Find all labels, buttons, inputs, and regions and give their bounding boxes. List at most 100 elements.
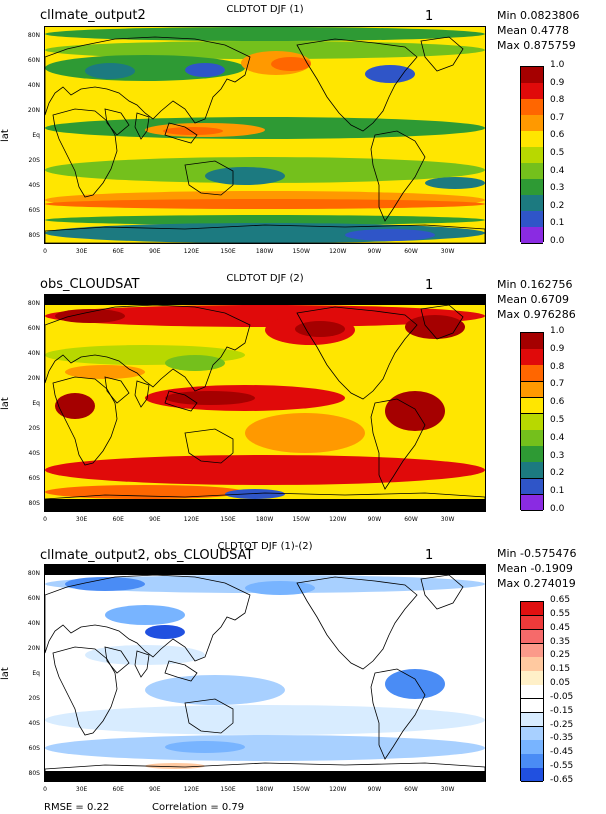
lat-tick-label: 40S bbox=[28, 720, 40, 727]
colorbar-label: 0.6 bbox=[550, 397, 565, 408]
colorbar-label: -0.25 bbox=[550, 719, 574, 730]
colorbar-swatch bbox=[521, 685, 543, 700]
colorbar-label: 0.4 bbox=[550, 432, 565, 443]
colorbar-swatch bbox=[521, 349, 543, 366]
coastline-north-america bbox=[296, 306, 418, 400]
colorbar bbox=[520, 332, 544, 512]
lon-tick-label: 150E bbox=[220, 248, 236, 255]
lon-tick-label: 30E bbox=[75, 248, 88, 255]
colorbar-label: 0.15 bbox=[550, 664, 571, 675]
colorbar-swatch bbox=[521, 629, 543, 645]
colorbar-label: -0.55 bbox=[550, 761, 574, 772]
lon-tick-label: 90E bbox=[149, 248, 161, 255]
colorbar-swatch bbox=[521, 381, 543, 399]
colorbar-label: 0.4 bbox=[550, 165, 565, 176]
lon-tick-label: 60W bbox=[404, 248, 418, 255]
stat-mean: Mean 0.4778 bbox=[497, 24, 569, 37]
colorbar-label: 0.8 bbox=[550, 95, 565, 106]
lon-tick-label: 180W bbox=[255, 248, 274, 255]
colorbar-swatch bbox=[521, 115, 543, 132]
lat-tick-label: Eq bbox=[32, 132, 40, 139]
colorbar-label: 0.5 bbox=[550, 148, 565, 158]
lon-tick-label: 30W bbox=[440, 248, 455, 255]
lon-tick-label: 150W bbox=[292, 786, 310, 793]
colorbar-swatch bbox=[521, 615, 543, 631]
lon-tick-label: 0 bbox=[43, 516, 47, 523]
field-contour bbox=[145, 625, 185, 639]
field-contour bbox=[65, 577, 145, 591]
colorbar-swatch bbox=[521, 740, 543, 755]
lat-tick-label: 80S bbox=[28, 232, 40, 239]
field-contour bbox=[105, 605, 185, 625]
colorbar-label: 0.45 bbox=[550, 622, 571, 633]
lon-tick-label: 120W bbox=[329, 516, 347, 523]
colorbar-swatch bbox=[521, 643, 543, 658]
colorbar bbox=[520, 601, 544, 783]
colorbar-label: 0.2 bbox=[550, 200, 565, 211]
colorbar-swatch bbox=[521, 657, 543, 672]
colorbar-label: 0.25 bbox=[550, 650, 571, 661]
field-contour bbox=[85, 645, 205, 665]
lon-tick-label: 150E bbox=[220, 516, 236, 523]
lat-tick-label: 40N bbox=[27, 350, 40, 357]
colorbar-label: -0.05 bbox=[550, 691, 574, 702]
lon-tick-label: 60E bbox=[112, 786, 124, 793]
coastline-southeast-asia bbox=[164, 660, 198, 682]
panel-stats: Min 0.162756 Mean 0.6709 Max 0.976286 bbox=[497, 277, 576, 322]
panel-name: obs_CLOUDSAT bbox=[40, 277, 140, 292]
field-contour bbox=[45, 455, 485, 485]
lat-tick-label: 40N bbox=[27, 82, 40, 89]
colorbar-swatch bbox=[521, 712, 543, 728]
colorbar-swatch bbox=[521, 726, 543, 741]
colorbar-label: 0.9 bbox=[550, 343, 565, 354]
lon-tick-label: 90W bbox=[367, 786, 382, 793]
field-contour bbox=[165, 355, 225, 371]
coastline-india bbox=[134, 380, 150, 408]
colorbar-label: 0.5 bbox=[550, 415, 565, 425]
lon-tick-label: 0 bbox=[43, 786, 47, 793]
field-contour bbox=[245, 413, 365, 453]
lon-tick-label: 30E bbox=[75, 786, 88, 793]
coastline-antarctica bbox=[45, 224, 485, 243]
colorbar-swatch bbox=[521, 195, 543, 212]
panel-number: 1 bbox=[425, 9, 434, 24]
lat-tick-label: 20S bbox=[28, 425, 40, 432]
lat-tick-label: Eq bbox=[32, 400, 40, 407]
coastline-south-america bbox=[370, 398, 426, 490]
panel-stats: Min 0.0823806 Mean 0.4778 Max 0.875759 bbox=[497, 8, 580, 53]
coastline-arabia bbox=[104, 108, 130, 136]
field-contour bbox=[45, 27, 485, 41]
colorbar-label: 0.2 bbox=[550, 468, 565, 479]
lon-tick-label: 60W bbox=[404, 786, 418, 793]
field-contour bbox=[385, 391, 445, 431]
field-contour bbox=[55, 309, 125, 323]
colorbar-label: 0.8 bbox=[550, 361, 565, 372]
obs-cloud-panel: obs_CLOUDSAT CLDTOT DJF (2) 1 Min 0.1627… bbox=[0, 268, 606, 538]
colorbar-swatch bbox=[521, 163, 543, 180]
coastline-australia bbox=[184, 698, 234, 734]
colorbar-swatch bbox=[521, 99, 543, 116]
map-field bbox=[45, 27, 485, 243]
lon-tick-label: 30W bbox=[440, 516, 455, 523]
stat-max: Max 0.976286 bbox=[497, 308, 576, 321]
lon-tick-label: 180W bbox=[255, 786, 274, 793]
stat-mean: Mean 0.6709 bbox=[497, 293, 569, 306]
colorbar-label: -0.15 bbox=[550, 705, 574, 716]
lon-tick-label: 90W bbox=[367, 248, 382, 255]
lon-tick-label: 0 bbox=[43, 248, 47, 255]
coastline-southeast-asia bbox=[164, 122, 198, 144]
coastline-north-america bbox=[296, 38, 418, 132]
stat-max: Max 0.875759 bbox=[497, 39, 576, 52]
field-contour bbox=[85, 63, 135, 79]
field-contour bbox=[65, 365, 145, 379]
colorbar-label: 0.6 bbox=[550, 130, 565, 141]
missing-data-band bbox=[45, 771, 485, 781]
colorbar-swatch bbox=[521, 768, 543, 783]
lon-tick-label: 150E bbox=[220, 786, 236, 793]
lat-tick-label: 60S bbox=[28, 475, 40, 482]
colorbar-swatch bbox=[521, 413, 543, 431]
colorbar-swatch bbox=[521, 602, 543, 617]
coastline-antarctica bbox=[45, 762, 485, 781]
colorbar-swatch bbox=[521, 754, 543, 769]
field-contour bbox=[165, 741, 245, 753]
